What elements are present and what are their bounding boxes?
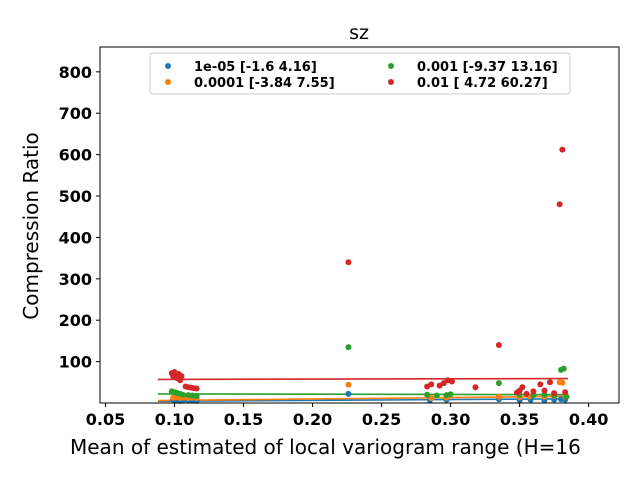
legend-frame xyxy=(149,52,571,95)
y-tick-label: 100 xyxy=(59,353,92,372)
data-point-series-3 xyxy=(519,384,526,391)
x-tick-label: 0.25 xyxy=(362,410,401,429)
fit-lines xyxy=(157,377,568,403)
legend-marker xyxy=(388,63,394,69)
x-tick-label: 0.40 xyxy=(569,410,608,429)
data-point-series-2 xyxy=(563,393,570,400)
data-point-series-3 xyxy=(428,381,435,388)
y-axis-ticks: 100 200 300 400 500 600 700 800 xyxy=(59,63,100,372)
data-point-series-3 xyxy=(178,373,185,380)
data-point-series-3 xyxy=(495,342,502,349)
data-point-series-3 xyxy=(193,385,200,392)
legend-marker xyxy=(165,79,171,85)
data-points xyxy=(168,146,570,404)
data-point-series-3 xyxy=(530,388,537,395)
plot-frame xyxy=(99,46,620,404)
data-point-series-3 xyxy=(546,379,553,386)
legend-marker xyxy=(388,79,394,85)
data-point-series-2 xyxy=(193,392,200,399)
x-axis-ticks: 0.05 0.10 0.15 0.20 0.25 0.30 0.35 0.40 xyxy=(86,403,608,429)
legend-label: 1e-05 [-1.6 4.16] xyxy=(194,60,317,75)
data-point-series-3 xyxy=(448,378,455,385)
y-tick-label: 200 xyxy=(59,311,92,330)
legend-label: 0.0001 [-3.84 7.55] xyxy=(194,76,335,91)
data-point-series-1 xyxy=(559,379,566,386)
x-tick-label: 0.10 xyxy=(155,410,194,429)
x-tick-label: 0.30 xyxy=(431,410,470,429)
data-point-series-2 xyxy=(560,365,567,372)
data-point-series-3 xyxy=(559,146,566,153)
data-point-series-2 xyxy=(345,344,352,351)
data-point-series-0 xyxy=(345,390,352,397)
data-point-series-2 xyxy=(424,391,431,398)
fit-line-series-3 xyxy=(157,377,568,381)
y-tick-label: 600 xyxy=(59,146,92,165)
data-point-series-3 xyxy=(556,201,563,208)
data-point-series-3 xyxy=(562,389,569,396)
y-tick-label: 300 xyxy=(59,270,92,289)
y-tick-label: 700 xyxy=(59,104,92,123)
x-tick-label: 0.15 xyxy=(224,410,263,429)
data-point-series-1 xyxy=(428,395,435,402)
data-point-series-2 xyxy=(179,391,186,398)
y-axis-label: Compression Ratio xyxy=(19,132,43,319)
chart-title: sz xyxy=(349,22,369,44)
data-point-series-2 xyxy=(541,391,548,398)
data-point-series-2 xyxy=(433,392,440,399)
x-tick-label: 0.35 xyxy=(500,410,539,429)
data-point-series-1 xyxy=(495,393,502,400)
data-point-series-2 xyxy=(447,391,454,398)
data-point-series-3 xyxy=(551,390,558,397)
legend-label: 0.01 [ 4.72 60.27] xyxy=(417,76,548,91)
y-tick-label: 800 xyxy=(59,63,92,82)
data-point-series-2 xyxy=(495,380,502,387)
x-tick-label: 0.20 xyxy=(293,410,332,429)
data-point-series-3 xyxy=(523,390,530,397)
legend-marker xyxy=(165,63,171,69)
legend: 1e-05 [-1.6 4.16]0.0001 [-3.84 7.55] 0.00… xyxy=(149,52,571,95)
data-point-series-1 xyxy=(345,381,352,388)
data-point-series-3 xyxy=(541,387,548,394)
y-tick-label: 400 xyxy=(59,228,92,247)
x-axis-label: Mean of estimated of local variogram ran… xyxy=(70,435,581,459)
legend-label: 0.001 [-9.37 13.16] xyxy=(417,60,558,75)
y-tick-label: 500 xyxy=(59,187,92,206)
data-point-series-3 xyxy=(472,384,479,391)
data-point-series-3 xyxy=(537,381,544,388)
data-point-series-3 xyxy=(345,259,352,266)
fit-line-series-2 xyxy=(157,393,568,396)
x-tick-label: 0.05 xyxy=(86,410,125,429)
